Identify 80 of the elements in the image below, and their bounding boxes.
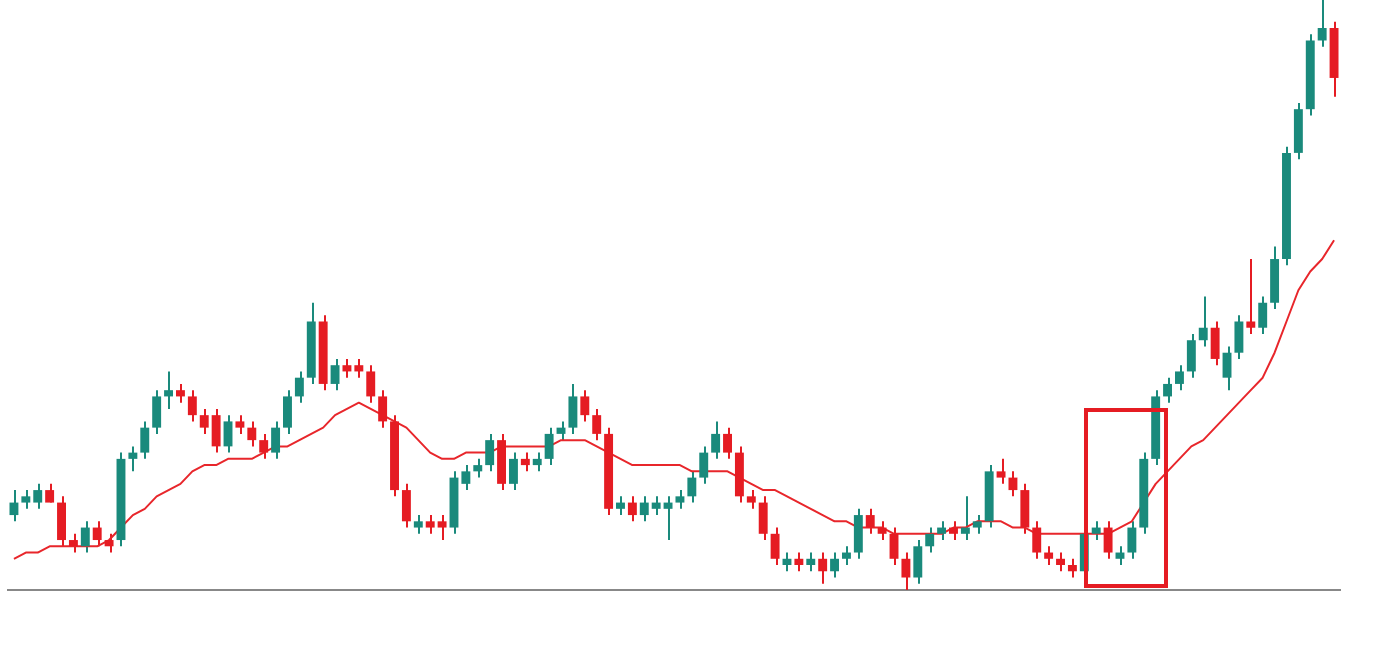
candlestick (746, 489, 756, 510)
candlestick (1258, 295, 1268, 335)
candlestick (901, 551, 911, 591)
candlestick (1293, 101, 1303, 161)
candlestick (544, 426, 554, 467)
candlestick (1234, 314, 1244, 360)
candlestick (687, 470, 697, 504)
candlestick (1222, 345, 1232, 392)
candlestick (164, 370, 174, 410)
candlestick (830, 551, 840, 579)
candlestick (330, 357, 340, 392)
candlestick (1008, 470, 1018, 498)
candlestick (283, 389, 292, 435)
candlestick (711, 420, 721, 460)
candlestick (996, 457, 1006, 485)
candlestick (770, 526, 780, 567)
candlestick (294, 370, 304, 404)
candlestick (497, 432, 507, 492)
candlestick (1067, 557, 1077, 579)
candlestick (378, 389, 388, 429)
candlestick (259, 432, 269, 460)
candlestick (1246, 258, 1256, 335)
candlestick (9, 489, 19, 523)
candlestick (568, 382, 578, 435)
candlestick (913, 539, 923, 585)
candlestick (223, 414, 233, 454)
candlestick (68, 532, 78, 554)
candlestick (960, 495, 970, 542)
candlestick (675, 489, 685, 510)
candlestick (818, 551, 828, 585)
candlestick (1056, 551, 1065, 573)
candlestick (508, 451, 518, 492)
candlestick (366, 364, 376, 404)
candlestick (1198, 295, 1208, 348)
candlestick (235, 414, 245, 435)
candlestick (1127, 520, 1137, 560)
candlestick (473, 457, 483, 479)
candlestick (247, 420, 257, 448)
candlestick (1270, 245, 1280, 310)
candlestick (92, 520, 102, 548)
candlestick (1044, 545, 1054, 567)
candlestick (877, 520, 887, 542)
candlestick (592, 407, 602, 442)
candlestick (45, 482, 55, 504)
candlestick (865, 507, 875, 535)
candlestick (485, 432, 495, 473)
candlestick (175, 382, 185, 404)
candlestick (758, 495, 768, 542)
candlestick (937, 520, 947, 542)
candlestick (853, 507, 863, 560)
candlestick (152, 389, 162, 435)
candlestick (520, 451, 530, 473)
candlestick (1091, 520, 1101, 542)
candlestick (794, 551, 804, 573)
candlestick (1174, 364, 1184, 392)
candlestick (1163, 376, 1173, 404)
candlestick (616, 495, 625, 517)
candlestick (1210, 320, 1220, 367)
candlestick (580, 389, 590, 423)
candlestick (1186, 332, 1196, 379)
candlestick (271, 420, 281, 460)
candlestick (140, 420, 150, 460)
candlestick (187, 389, 197, 423)
candlestick (734, 445, 744, 504)
candlestick (80, 520, 90, 554)
candlestick (806, 551, 816, 573)
candlestick (699, 445, 709, 485)
candlestick (949, 520, 958, 542)
candlestick (128, 445, 138, 473)
candlestick (413, 514, 423, 535)
candlestick (401, 482, 411, 529)
candlestick (723, 426, 732, 460)
candlestick (532, 451, 542, 473)
candlestick (972, 514, 982, 535)
candlestick (627, 495, 637, 523)
candlestick (1020, 482, 1030, 535)
candlestick (841, 545, 851, 567)
candlestick (104, 532, 114, 554)
candlestick (925, 526, 935, 554)
candlestick (57, 495, 66, 548)
